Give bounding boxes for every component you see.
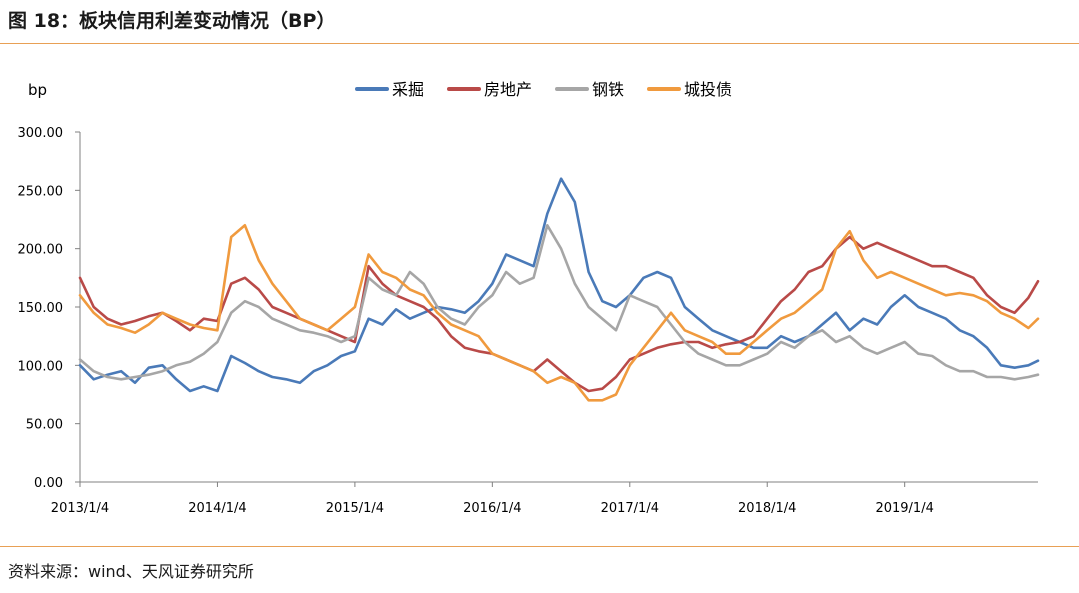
x-tick-label: 2019/1/4 [875, 501, 933, 516]
y-tick-label: 150.00 [18, 301, 64, 316]
legend-label: 城投债 [684, 80, 732, 99]
source-note: 资料来源：wind、天风证券研究所 [8, 562, 254, 581]
series-line-城投债 [78, 224, 1040, 402]
x-tick-label: 2013/1/4 [51, 501, 109, 516]
chart-legend: 采掘 房地产 钢铁 城投债 [355, 80, 732, 99]
y-tick-label: 50.00 [26, 418, 63, 433]
series-lines [78, 177, 1040, 402]
y-tick-label: 250.00 [18, 184, 64, 199]
series-line-钢铁 [78, 224, 1040, 381]
y-tick-label: 0.00 [34, 476, 63, 491]
legend-label: 钢铁 [592, 80, 624, 99]
x-tick-label: 2015/1/4 [326, 501, 384, 516]
legend-label: 采掘 [392, 80, 424, 99]
x-axis: 2013/1/4 2014/1/4 2015/1/4 2016/1/4 2017/1/4… [51, 481, 1038, 516]
x-tick-label: 2018/1/4 [738, 501, 796, 516]
x-tick-label: 2014/1/4 [188, 501, 246, 516]
y-tick-label: 300.00 [18, 126, 64, 141]
y-unit-label: bp [28, 81, 47, 99]
figure-title: 图 18：板块信用利差变动情况（BP） [8, 10, 336, 32]
y-tick-label: 200.00 [18, 243, 64, 258]
bottom-divider [0, 546, 1079, 547]
series-line-采掘 [78, 177, 1040, 393]
series-line-房地产 [78, 235, 1040, 393]
top-divider [0, 43, 1079, 44]
x-tick-label: 2017/1/4 [601, 501, 659, 516]
y-axis: 0.00 50.00 100.00 150.00 200.00 250.00 300.00 [18, 126, 81, 491]
line-chart: 采掘 房地产 钢铁 城投债 bp 0.00 50.00 100.00 150.00 200.0… [18, 80, 1040, 516]
y-tick-label: 100.00 [18, 359, 64, 374]
legend-label: 房地产 [484, 80, 532, 99]
x-tick-label: 2016/1/4 [463, 501, 521, 516]
